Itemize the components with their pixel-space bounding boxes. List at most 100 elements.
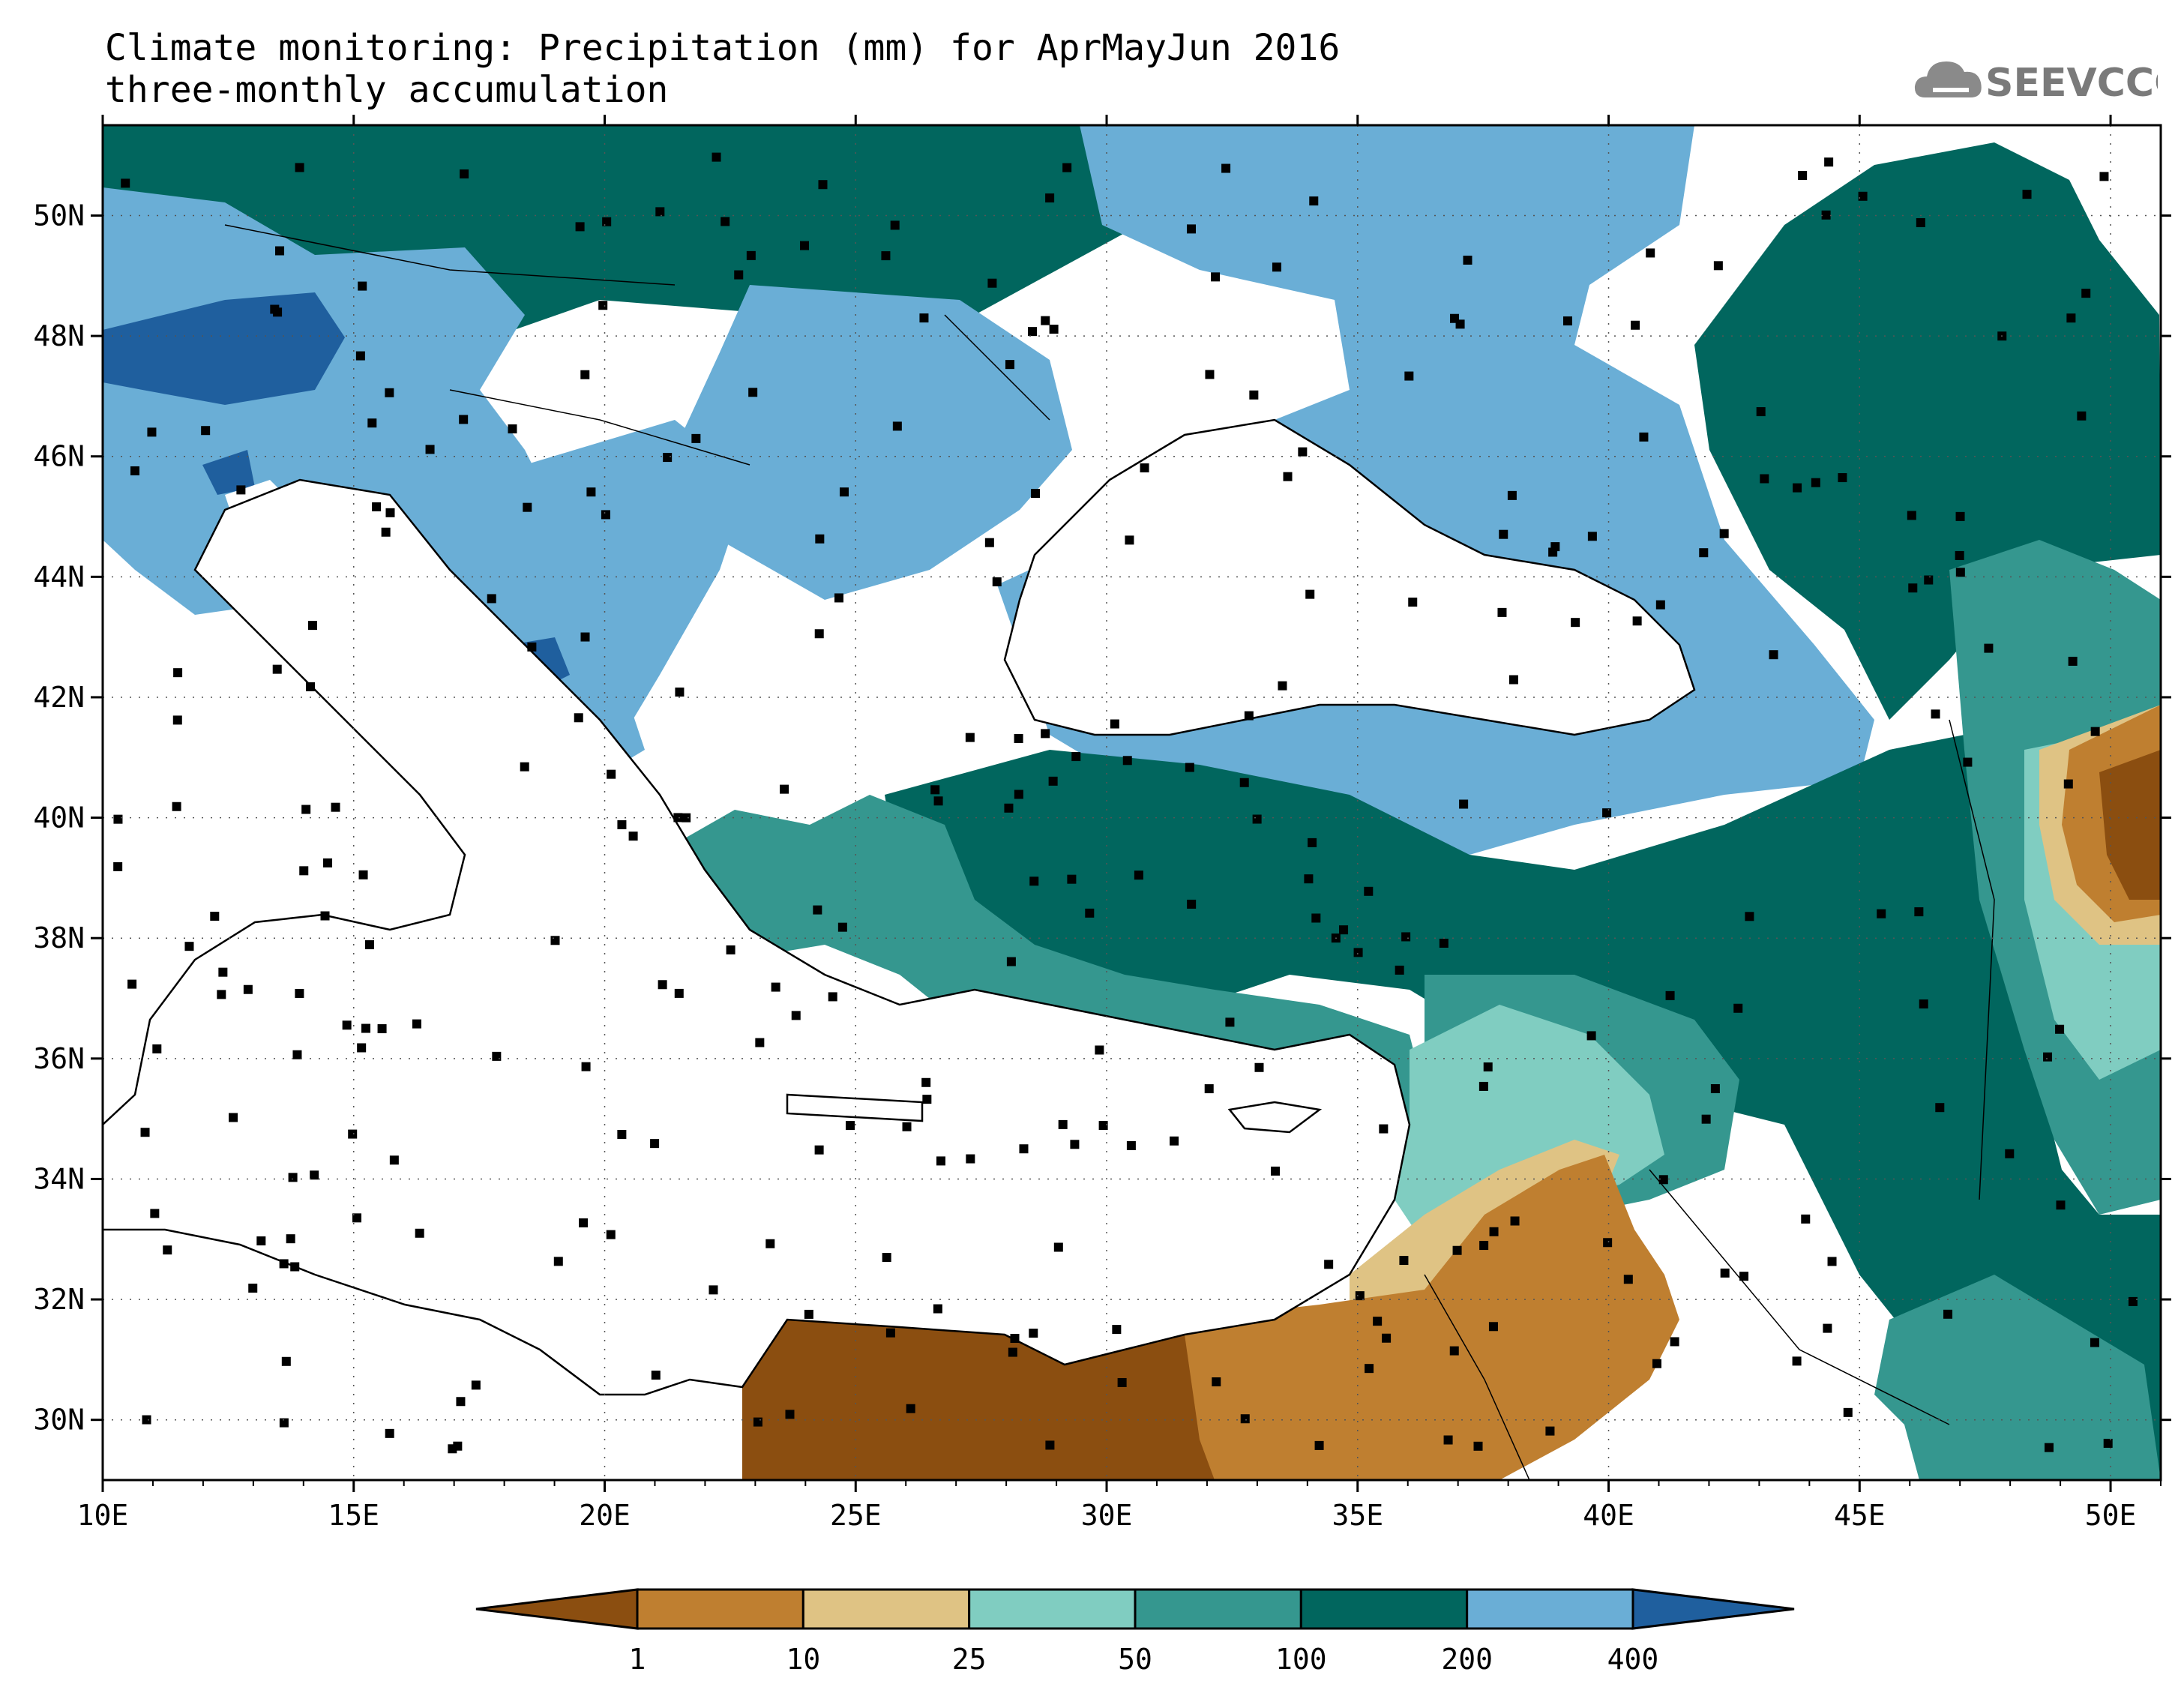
adriatic-sea [225, 480, 570, 795]
station-marker [172, 715, 182, 725]
station-marker [1225, 1017, 1235, 1027]
station-marker [1045, 193, 1055, 203]
y-tick-label: 48N [33, 319, 85, 352]
station-marker [1756, 407, 1766, 417]
station-marker [210, 911, 220, 921]
station-marker [150, 1209, 160, 1218]
station-marker [279, 1259, 289, 1269]
station-marker [1658, 1175, 1668, 1185]
station-marker [307, 621, 317, 631]
station-marker [1098, 1121, 1108, 1131]
station-marker [381, 527, 391, 537]
station-marker [1507, 490, 1517, 500]
station-marker [1984, 643, 1994, 653]
station-marker [1632, 616, 1642, 626]
station-marker [617, 1130, 627, 1140]
station-marker [663, 453, 673, 463]
colorbar-label: 10 [786, 1643, 820, 1676]
station-marker [1858, 191, 1868, 201]
station-marker [1571, 618, 1580, 628]
station-marker [295, 163, 304, 172]
station-marker [658, 980, 667, 990]
region-darkblue-alps [103, 292, 345, 405]
station-marker [218, 967, 228, 977]
station-marker [726, 945, 735, 954]
station-marker [818, 180, 828, 190]
region-teal-southeast [1859, 1275, 2161, 1480]
station-marker [1134, 870, 1143, 880]
station-marker [2128, 1296, 2138, 1306]
station-marker [1488, 1322, 1498, 1332]
station-marker [1449, 313, 1459, 323]
station-marker [1187, 899, 1197, 909]
logo-text: SEEVCCC [1985, 61, 2158, 106]
station-marker [236, 485, 246, 495]
station-marker [2103, 1438, 2113, 1448]
station-marker [389, 1155, 399, 1165]
station-marker [1071, 752, 1081, 762]
station-marker [771, 982, 780, 992]
station-marker [367, 418, 377, 428]
station-marker [837, 922, 847, 932]
station-marker [1240, 1414, 1250, 1424]
station-marker [2055, 1024, 2065, 1034]
station-marker [1399, 1256, 1409, 1266]
station-marker [1811, 478, 1820, 487]
station-marker [152, 1044, 162, 1053]
station-marker [1510, 1216, 1520, 1226]
station-marker [1408, 598, 1418, 607]
station-marker [2090, 727, 2100, 736]
x-tick-label: 25E [830, 1499, 882, 1532]
station-marker [385, 388, 394, 397]
station-marker [1603, 1238, 1613, 1248]
station-marker [882, 1253, 891, 1263]
station-marker [1919, 999, 1928, 1009]
station-marker [492, 1051, 502, 1061]
station-marker [1720, 1268, 1730, 1278]
station-marker [1824, 157, 1834, 167]
station-marker [936, 1156, 945, 1166]
station-marker [746, 250, 756, 260]
station-marker [919, 313, 929, 323]
station-marker [358, 281, 367, 291]
station-marker [377, 1024, 387, 1034]
region-darkbrown-libya [742, 1320, 1215, 1480]
station-marker [1239, 778, 1249, 787]
station-marker [1304, 874, 1314, 884]
colorbar-label: 50 [1118, 1643, 1152, 1676]
station-marker [1324, 1260, 1334, 1269]
station-marker [142, 1415, 151, 1425]
station-marker [799, 241, 809, 250]
station-marker [1014, 734, 1023, 744]
station-marker [1452, 1245, 1462, 1255]
station-marker [1053, 1242, 1063, 1252]
station-marker [2099, 172, 2109, 181]
station-marker [1489, 1227, 1499, 1236]
station-marker [586, 487, 596, 497]
station-marker [279, 1418, 289, 1428]
x-tick-label: 15E [328, 1499, 379, 1532]
station-marker [1843, 1407, 1853, 1417]
station-marker [1339, 925, 1349, 935]
station-marker [987, 278, 997, 288]
station-marker [140, 1128, 150, 1137]
station-marker [1365, 1364, 1374, 1374]
station-marker [1278, 681, 1287, 691]
station-marker [721, 217, 730, 226]
y-tick-label: 46N [33, 440, 85, 473]
station-marker [2043, 1052, 2053, 1062]
region-darkblue-croatia [202, 450, 255, 495]
station-marker [1655, 600, 1665, 610]
station-marker [2077, 411, 2087, 421]
y-tick-label: 42N [33, 681, 85, 714]
station-marker [348, 1129, 358, 1139]
station-marker [1005, 360, 1015, 370]
station-marker [1067, 874, 1077, 884]
station-marker [966, 1154, 975, 1164]
station-marker [1058, 1119, 1068, 1129]
station-marker [1733, 1003, 1743, 1013]
station-marker [553, 1257, 563, 1266]
station-marker [1353, 948, 1363, 957]
station-marker [1745, 912, 1754, 921]
station-marker [523, 502, 532, 512]
